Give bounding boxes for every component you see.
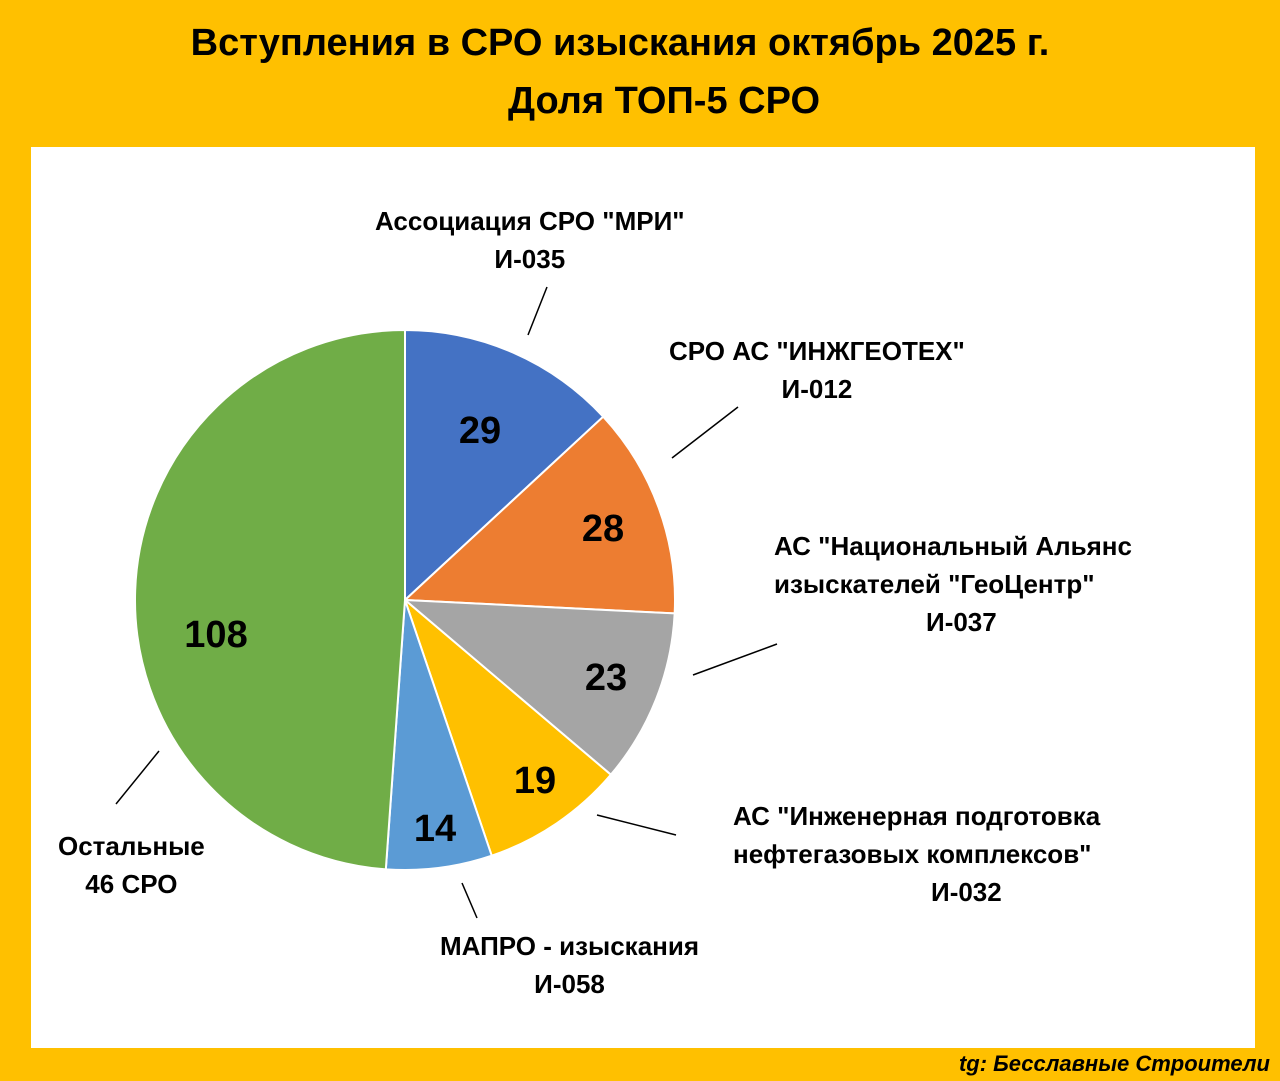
- label-mri: Ассоциация СРО "МРИ" И-035: [375, 206, 685, 274]
- leader-line-mri: [527, 286, 548, 336]
- value-label-inzhgeoteh: 28: [582, 508, 624, 550]
- value-label-mri: 29: [459, 410, 501, 452]
- chart-subtitle: Доля ТОП-5 СРО: [508, 80, 820, 122]
- value-label-neftegaz: 19: [514, 760, 556, 802]
- pie-slice-inzhgeoteh: [402, 415, 676, 615]
- chart-title: Вступления в СРО изыскания октябрь 2025 …: [190, 22, 1050, 64]
- pie-slice-neftegaz: [402, 596, 613, 857]
- leader-line-mapro: [461, 882, 478, 919]
- pie-slice-mri: [404, 328, 605, 603]
- value-label-ostalnye: 108: [184, 614, 247, 656]
- pie-slice-ostalnye: [134, 328, 406, 871]
- chart-panel: 29 28 23 19 14 108 Ассоциация СРО "МРИ" И-035…: [31, 147, 1255, 1048]
- label-mapro: МАПРО - изыскания И-058: [440, 931, 700, 999]
- footer-credit: tg: Бесславные Строители: [958, 1051, 1270, 1076]
- value-label-mapro: 14: [414, 808, 456, 850]
- leader-line-geocenter: [692, 643, 778, 676]
- leader-line-ostalnye: [115, 750, 160, 805]
- leader-line-neftegaz: [596, 814, 677, 836]
- pie-chart: 29 28 23 19 14 108: [115, 286, 778, 919]
- value-label-geocenter: 23: [585, 657, 627, 699]
- pie-slice-geocenter: [402, 598, 676, 777]
- label-geocenter: АС "Национальный Альянс изыскателей "Гео…: [774, 531, 1132, 637]
- label-ostalnye: Остальные 46 СРО: [58, 831, 205, 899]
- label-neftegaz: АС "Инженерная подготовка нефтегазовых к…: [733, 801, 1101, 907]
- leader-line-inzhgeoteh: [671, 406, 739, 459]
- label-inzhgeoteh: СРО АС "ИНЖГЕОТЕХ" И-012: [669, 336, 965, 404]
